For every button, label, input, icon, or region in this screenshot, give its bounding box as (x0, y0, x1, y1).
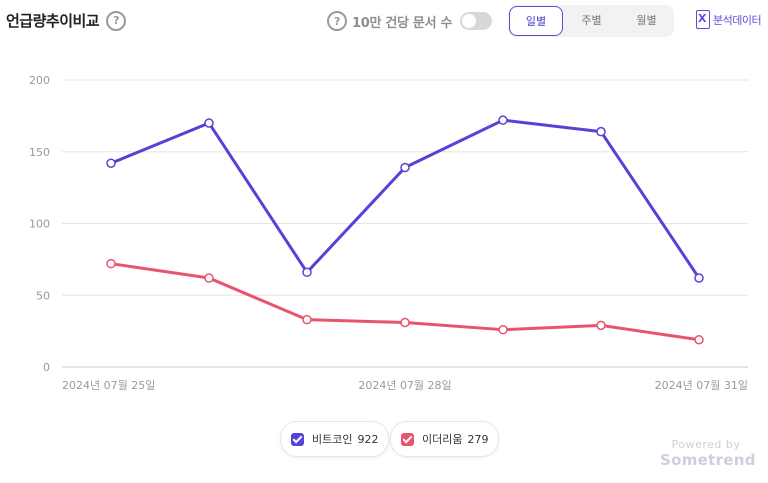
toggle-switch[interactable] (460, 12, 493, 30)
data-point (106, 258, 116, 269)
tab-daily[interactable]: 일별 (509, 6, 563, 36)
y-tick-label: 150 (29, 146, 50, 159)
y-tick-label: 0 (43, 361, 50, 374)
data-point (694, 334, 704, 345)
series-line (109, 118, 701, 280)
tab-weekly[interactable]: 주별 (581, 14, 602, 27)
legend-series-total: 279 (467, 432, 489, 446)
data-point (596, 126, 606, 137)
checkbox-icon[interactable] (291, 432, 304, 446)
x-tick-label: 2024년 07월 28일 (358, 378, 451, 392)
data-point (498, 324, 508, 335)
powered-by-text: Powered by (671, 438, 741, 451)
data-point (204, 273, 214, 283)
series-line (109, 262, 701, 342)
toggle-label: 10만 건당 문서 수 (352, 15, 453, 31)
toggle-help-icon[interactable]: ? (327, 11, 347, 31)
data-point (400, 317, 410, 328)
excel-icon: X (696, 10, 710, 29)
legend-series-name: 이더리움 (422, 433, 463, 446)
export-data-button[interactable]: X 분석데이터 (696, 10, 762, 29)
data-point (106, 158, 116, 168)
powered-by-logo: Powered by Sometrend (660, 438, 756, 469)
toggle-knob (462, 14, 477, 28)
legend-item-ethereum[interactable]: 이더리움 279 (390, 421, 500, 457)
legend-series-name: 비트코인 (312, 433, 353, 446)
legend-series-total: 922 (357, 432, 379, 446)
data-point (302, 314, 312, 325)
y-tick-label: 100 (29, 218, 50, 231)
data-point (302, 267, 312, 278)
legend-item-bitcoin[interactable]: 비트코인 922 (280, 421, 390, 457)
period-segmented-control: 일별 주별 월별 (508, 5, 674, 37)
x-tick-label: 2024년 07월 25일 (62, 378, 155, 392)
help-icon[interactable]: ? (106, 10, 127, 31)
y-tick-label: 50 (36, 289, 50, 302)
page-title-text: 언급량추이비교 (6, 12, 100, 30)
tab-monthly[interactable]: 월별 (636, 14, 657, 27)
page-title: 언급량추이비교 ? (6, 10, 127, 31)
data-point (498, 115, 508, 125)
brand-logo: Sometrend (660, 451, 756, 469)
data-point (596, 320, 606, 331)
line-chart: 0 50 100 150 200 2024년 07월 25일 2024년 07월 28일 20… (29, 74, 748, 392)
per-100k-toggle[interactable]: ? 10만 건당 문서 수 (327, 11, 493, 31)
data-point (694, 273, 704, 283)
y-tick-label: 200 (29, 74, 50, 87)
x-tick-label: 2024년 07월 31일 (655, 378, 748, 392)
data-point (400, 162, 410, 173)
data-point (204, 118, 214, 128)
checkbox-icon[interactable] (401, 432, 414, 446)
export-label: 분석데이터 (713, 13, 762, 27)
